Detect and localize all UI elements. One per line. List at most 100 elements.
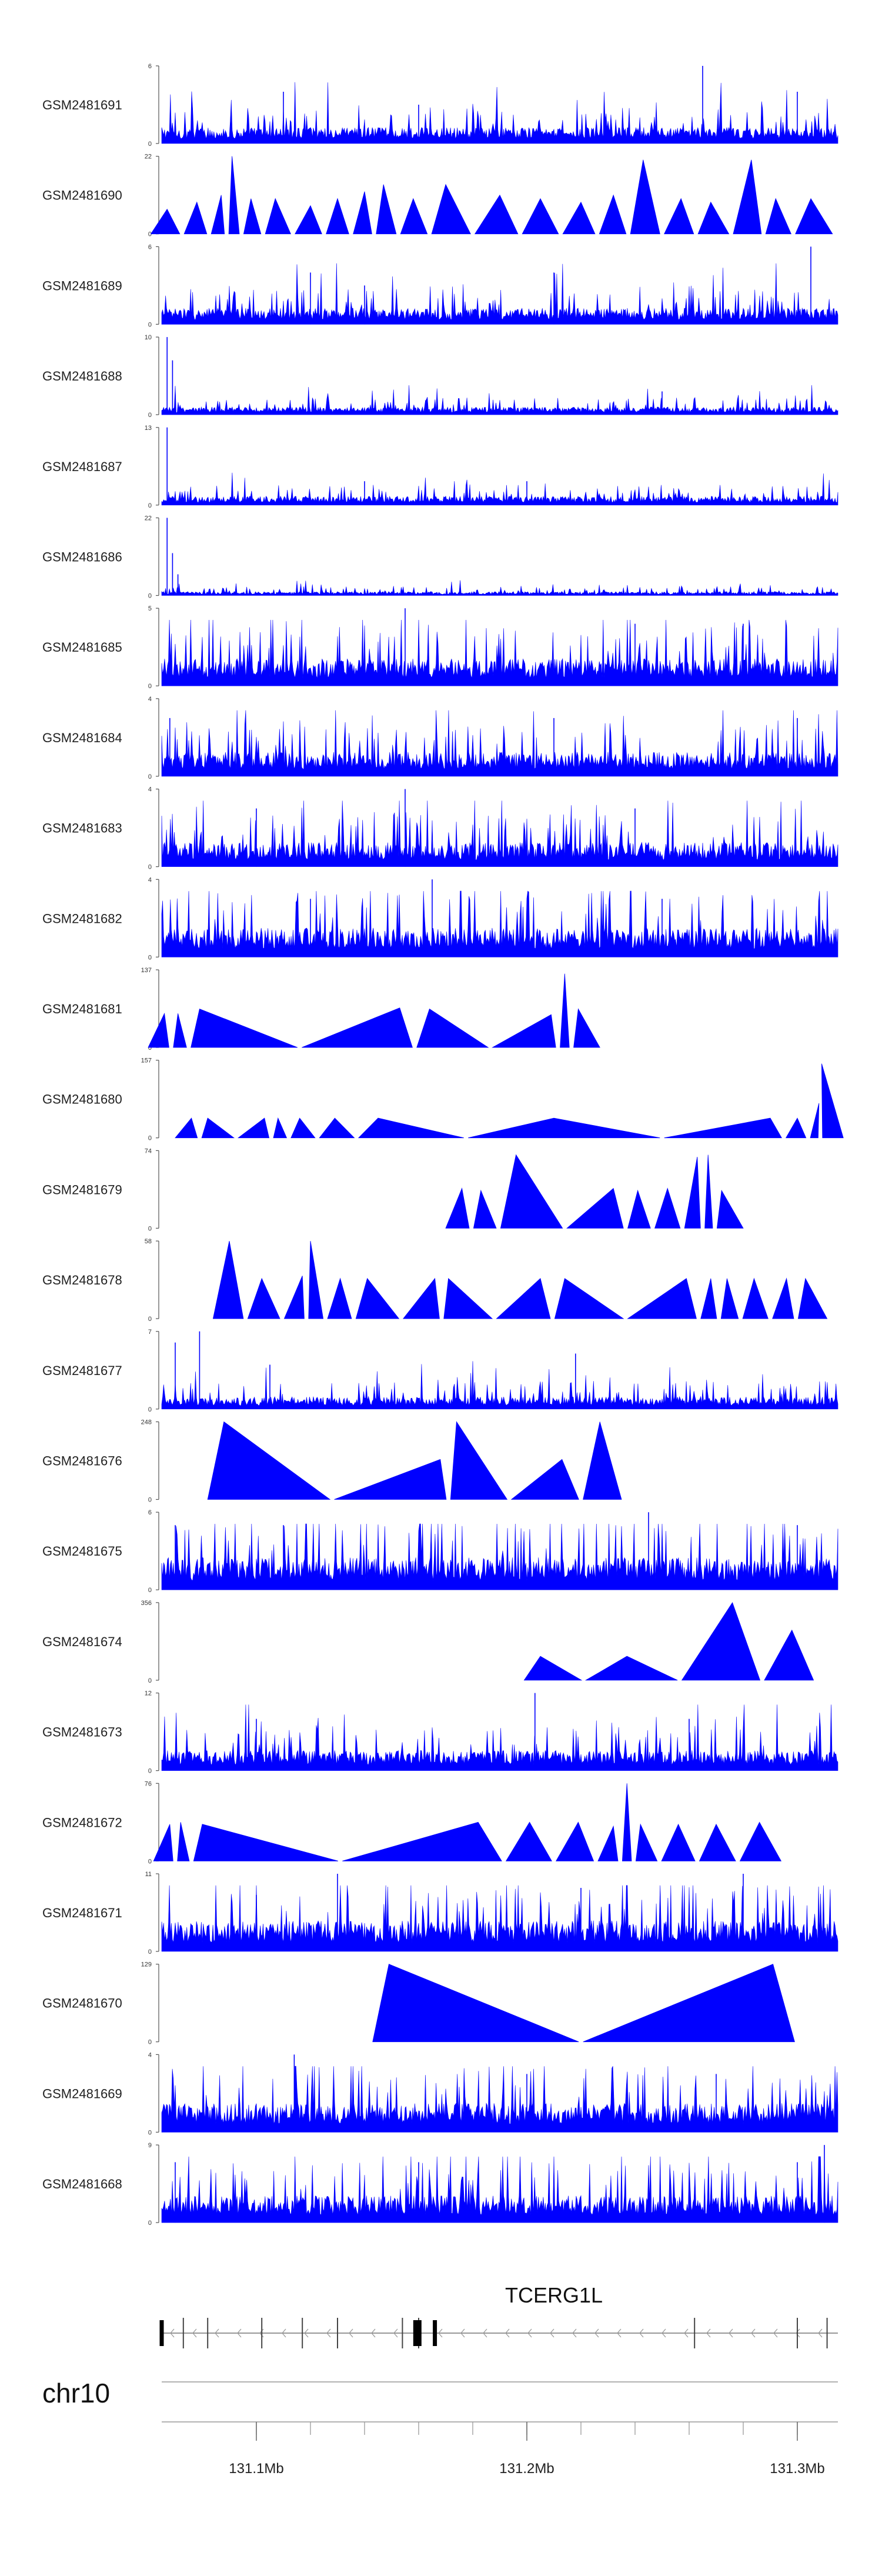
track-GSM2481680: GSM2481680 157 0 (42, 1057, 844, 1142)
gene-exon (337, 2318, 338, 2348)
y-min-label: 0 (148, 773, 152, 780)
coverage-peak (342, 1821, 502, 1861)
y-max-label: 129 (141, 1961, 152, 1968)
gene-exon (797, 2318, 798, 2348)
sample-label: GSM2481687 (42, 459, 122, 474)
strand-arrow (170, 2328, 175, 2338)
y-min-label: 0 (148, 1045, 152, 1052)
strand-arrow (796, 2328, 800, 2338)
strand-arrow (438, 2328, 443, 2338)
track-GSM2481679: GSM2481679 74 0 (42, 1147, 744, 1232)
coverage-peak (630, 159, 660, 235)
coverage-peak (684, 1157, 701, 1229)
coverage-peak (402, 1277, 440, 1319)
coverage-peak (431, 183, 471, 235)
strand-arrow (304, 2328, 309, 2338)
coverage-peak (627, 1189, 651, 1229)
y-min-label: 0 (148, 2129, 152, 2136)
y-min-label: 0 (148, 1948, 152, 1956)
y-max-label: 6 (148, 1509, 152, 1516)
coverage-peak (183, 201, 208, 235)
coverage-peak (450, 1421, 508, 1500)
sample-label: GSM2481676 (42, 1454, 122, 1469)
coverage-peak (283, 1276, 305, 1319)
track-GSM2481681: GSM2481681 137 0 (42, 967, 600, 1052)
coverage-peak (681, 1602, 761, 1681)
sample-label: GSM2481678 (42, 1273, 122, 1287)
y-min-label: 0 (148, 2039, 152, 2046)
strand-arrow (572, 2328, 577, 2338)
coverage-peak (400, 198, 428, 235)
gene-exon (302, 2318, 303, 2348)
coverage-peak (326, 198, 349, 235)
coverage-peak (273, 1117, 288, 1139)
y-min-label: 0 (148, 954, 152, 961)
coverage-peak (583, 1964, 795, 2043)
coverage-peak (175, 1117, 198, 1139)
coverage-peak (212, 1241, 244, 1319)
strand-arrow (393, 2328, 398, 2338)
coverage-peak (353, 191, 372, 235)
strand-arrow (751, 2328, 756, 2338)
sample-label: GSM2481669 (42, 2086, 122, 2101)
strand-arrow (326, 2328, 331, 2338)
coverage-peak (473, 1189, 497, 1229)
sample-label: GSM2481683 (42, 821, 122, 836)
track-GSM2481670: GSM2481670 129 0 (42, 1961, 795, 2046)
y-max-label: 6 (148, 63, 152, 70)
coverage-peak (247, 1277, 280, 1319)
coverage-peak (522, 198, 559, 235)
strand-arrow (729, 2328, 733, 2338)
coverage-peak (500, 1154, 563, 1229)
coverage-peak (238, 1117, 270, 1139)
y-max-label: 5 (148, 605, 152, 612)
coverage-peak (243, 198, 262, 235)
y-max-label: 4 (148, 876, 152, 883)
y-max-label: 74 (145, 1147, 152, 1154)
coverage-peak (797, 1277, 828, 1319)
strand-arrow (505, 2328, 510, 2338)
gene-exon (402, 2318, 403, 2348)
track-GSM2481676: GSM2481676 248 0 (42, 1419, 622, 1504)
coverage-peak (661, 1823, 696, 1861)
sample-label: GSM2481670 (42, 1996, 122, 2011)
sample-label: GSM2481689 (42, 278, 122, 293)
coverage-peak (720, 1278, 739, 1319)
coverage-peak (295, 205, 322, 235)
coverage-peak (556, 1821, 594, 1861)
coverage-peak (584, 1656, 678, 1681)
coverage-peak (302, 1007, 413, 1048)
track-GSM2481682: GSM2481682 4 0 (42, 876, 838, 961)
gene-exon (694, 2318, 696, 2348)
y-min-label: 0 (148, 1768, 152, 1775)
coverage-peak (207, 1421, 331, 1500)
y-min-label: 0 (148, 1406, 152, 1413)
gene-exon (159, 2320, 164, 2346)
gene-track: TCERG1L (159, 2283, 838, 2348)
track-GSM2481683: GSM2481683 4 0 (42, 786, 838, 871)
coverage-profile (161, 1523, 838, 1590)
genome-axis-track: chr10 131.1Mb 131.2Mb 131.3Mb (42, 2378, 838, 2477)
coverage-profile (161, 472, 838, 506)
y-min-label: 0 (148, 231, 152, 238)
coverage-peak (496, 1278, 551, 1319)
strand-arrow (215, 2328, 219, 2338)
gene-exon (261, 2318, 263, 2348)
track-GSM2481669: GSM2481669 4 0 (42, 2051, 838, 2136)
gene-exon (182, 2318, 184, 2348)
track-GSM2481689: GSM2481689 6 0 (42, 243, 838, 328)
sample-label: GSM2481690 (42, 188, 122, 203)
track-GSM2481684: GSM2481684 4 0 (42, 696, 838, 780)
strand-arrow (460, 2328, 465, 2338)
coverage-peak (654, 1187, 681, 1229)
axis-tick-label: 131.2Mb (499, 2461, 554, 2477)
gene-exon (207, 2318, 209, 2348)
coverage-peak (772, 1277, 794, 1319)
coverage-peak (148, 1012, 169, 1048)
y-min-label: 0 (148, 683, 152, 690)
y-max-label: 6 (148, 243, 152, 251)
coverage-profile (161, 580, 838, 596)
y-max-label: 10 (145, 334, 152, 341)
coverage-profile (161, 1361, 838, 1410)
coverage-profile (161, 619, 838, 686)
